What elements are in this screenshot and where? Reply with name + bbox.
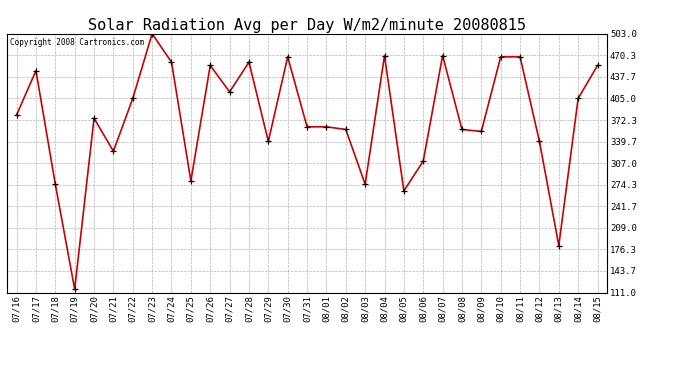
Title: Solar Radiation Avg per Day W/m2/minute 20080815: Solar Radiation Avg per Day W/m2/minute … bbox=[88, 18, 526, 33]
Text: Copyright 2008 Cartronics.com: Copyright 2008 Cartronics.com bbox=[10, 38, 144, 46]
